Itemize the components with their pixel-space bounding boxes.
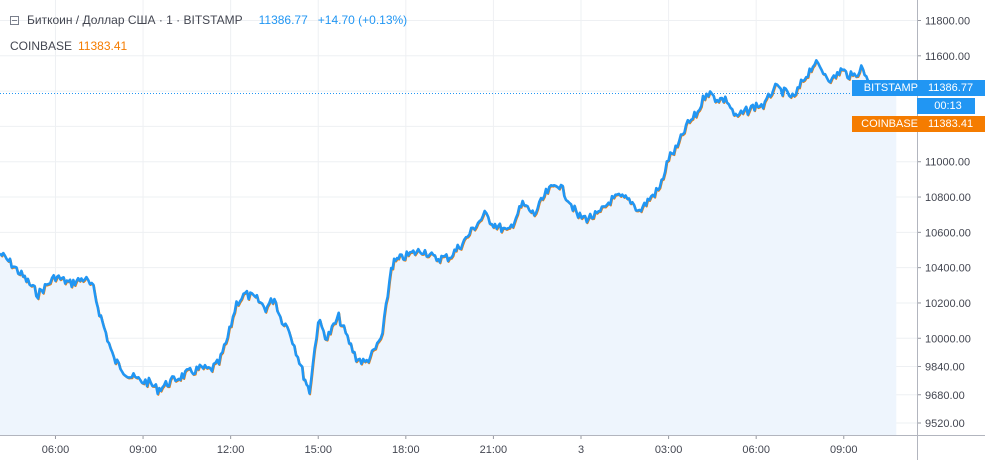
x-tick-label: 3 bbox=[578, 444, 584, 456]
x-tick-label: 15:00 bbox=[304, 444, 332, 456]
countdown-tag: 00:13 bbox=[917, 98, 975, 114]
y-tick-label: 10200.00 bbox=[925, 298, 971, 310]
x-tick-label: 06:00 bbox=[42, 444, 70, 456]
x-tick-label: 18:00 bbox=[392, 444, 420, 456]
y-tick-label: 10400.00 bbox=[925, 263, 971, 275]
compare-symbol-value: 11383.41 bbox=[78, 39, 128, 53]
coinbase-tag-label: COINBASE bbox=[861, 118, 918, 130]
x-tick-label: 09:00 bbox=[129, 444, 157, 456]
symbol-title[interactable]: Биткоин / Доллар США · 1 · BITSTAMP bbox=[27, 13, 243, 27]
x-tick-label: 09:00 bbox=[830, 444, 858, 456]
countdown-value: 00:13 bbox=[934, 100, 962, 112]
y-tick-label: 9680.00 bbox=[925, 390, 965, 402]
y-tick-label: 11800.00 bbox=[925, 16, 970, 28]
x-tick-label: 03:00 bbox=[655, 444, 683, 456]
price-axis: 11800.0011600.0011400.0011200.0011000.00… bbox=[917, 0, 971, 460]
legend-change: +14.70 (+0.13%) bbox=[317, 13, 408, 27]
coinbase-price-tag: COINBASE 11383.41 bbox=[852, 116, 985, 132]
bitstamp-price-tag: BITSTAMP 11386.77 bbox=[852, 80, 985, 96]
y-tick-label: 11000.00 bbox=[925, 157, 970, 169]
series-layer bbox=[0, 59, 917, 436]
compare-symbol-name[interactable]: COINBASE bbox=[10, 39, 73, 53]
coinbase-tag-value: 11383.41 bbox=[928, 118, 974, 130]
legend-compare-row: COINBASE 11383.41 bbox=[10, 38, 417, 54]
time-axis: 06:00 09:00 12:00 15:00 18:00 21:00 3 03:00 06:0… bbox=[0, 435, 985, 456]
collapse-icon[interactable] bbox=[10, 15, 19, 25]
y-tick-label: 11600.00 bbox=[925, 51, 970, 63]
bitstamp-tag-label: BITSTAMP bbox=[863, 82, 918, 94]
y-tick-label: 10600.00 bbox=[925, 227, 971, 239]
y-tick-label: 10800.00 bbox=[925, 192, 971, 204]
y-tick-label: 9840.00 bbox=[925, 362, 965, 374]
y-tick-label: 10000.00 bbox=[925, 333, 971, 345]
legend-main-row: Биткоин / Доллар США · 1 · BITSTAMP 1138… bbox=[10, 12, 417, 28]
legend-last-value: 11386.77 bbox=[258, 13, 308, 27]
bitstamp-area bbox=[0, 60, 897, 436]
x-tick-label: 06:00 bbox=[742, 444, 770, 456]
bitstamp-tag-value: 11386.77 bbox=[928, 82, 974, 94]
x-tick-label: 21:00 bbox=[480, 444, 508, 456]
bitstamp-line bbox=[0, 59, 898, 396]
chart-legend: Биткоин / Доллар США · 1 · BITSTAMP 1138… bbox=[10, 12, 417, 54]
x-tick-label: 12:00 bbox=[217, 444, 245, 456]
y-tick-label: 9520.00 bbox=[925, 418, 965, 430]
